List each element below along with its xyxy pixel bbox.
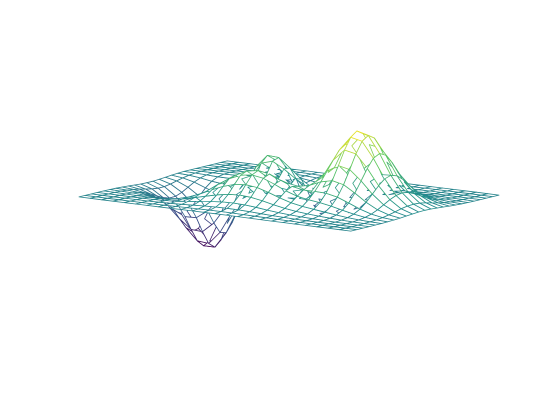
mesh-cell: [481, 193, 500, 198]
surface-mesh: [78, 130, 500, 248]
